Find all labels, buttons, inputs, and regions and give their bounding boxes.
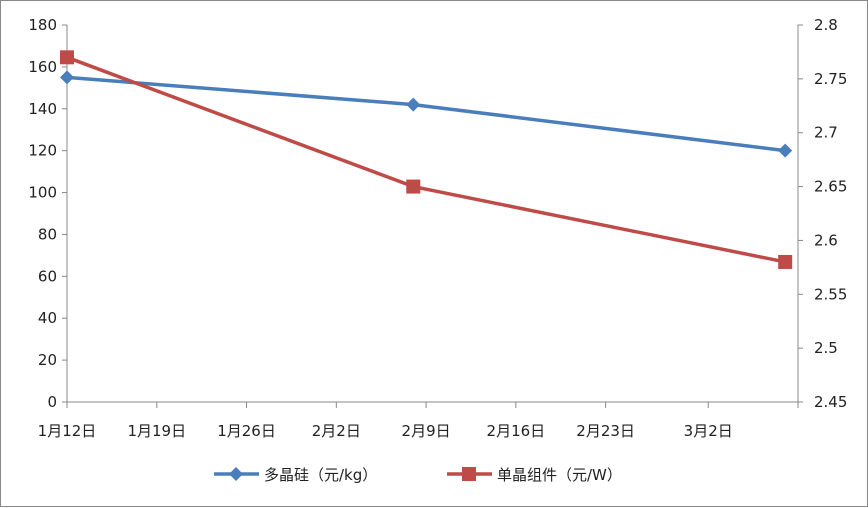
- x-tick-label: 2月16日: [487, 422, 546, 440]
- x-tick-label: 1月19日: [127, 422, 186, 440]
- left-tick-label: 120: [28, 142, 57, 160]
- data-point-diamond: [778, 143, 793, 158]
- right-tick-label: 2.55: [814, 285, 847, 303]
- data-point-square: [406, 179, 421, 194]
- data-point-square: [778, 254, 793, 269]
- left-tick-label: 180: [28, 16, 57, 34]
- x-tick-label: 2月2日: [312, 422, 361, 440]
- right-tick-label: 2.8: [814, 16, 838, 34]
- right-tick-label: 2.6: [814, 231, 838, 249]
- legend-label: 多晶硅（元/kg）: [264, 466, 377, 484]
- series-line: [66, 75, 786, 153]
- legend-marker-diamond: [229, 467, 243, 481]
- left-tick-label: 80: [38, 225, 57, 243]
- right-tick-label: 2.45: [814, 393, 847, 411]
- right-tick-label: 2.75: [814, 70, 847, 88]
- data-point-diamond: [406, 97, 421, 112]
- left-tick-label: 20: [38, 351, 57, 369]
- x-tick-label: 1月12日: [38, 422, 97, 440]
- left-tick-label: 160: [28, 58, 57, 76]
- x-tick-label: 2月9日: [402, 422, 451, 440]
- left-tick-label: 0: [47, 393, 57, 411]
- legend-marker-square: [462, 467, 476, 481]
- x-tick-label: 3月2日: [684, 422, 733, 440]
- left-tick-label: 60: [38, 267, 57, 285]
- right-tick-label: 2.5: [814, 339, 838, 357]
- data-point-square: [60, 50, 74, 65]
- left-tick-label: 140: [28, 100, 57, 118]
- left-tick-label: 100: [28, 184, 57, 202]
- series-line: [66, 55, 786, 264]
- data-point-diamond: [60, 70, 74, 85]
- legend-label: 单晶组件（元/W）: [497, 466, 622, 484]
- right-tick-label: 2.7: [814, 124, 838, 142]
- left-tick-label: 40: [38, 309, 57, 327]
- x-tick-label: 1月26日: [217, 422, 276, 440]
- right-tick-label: 2.65: [814, 178, 847, 196]
- x-tick-label: 2月23日: [576, 422, 635, 440]
